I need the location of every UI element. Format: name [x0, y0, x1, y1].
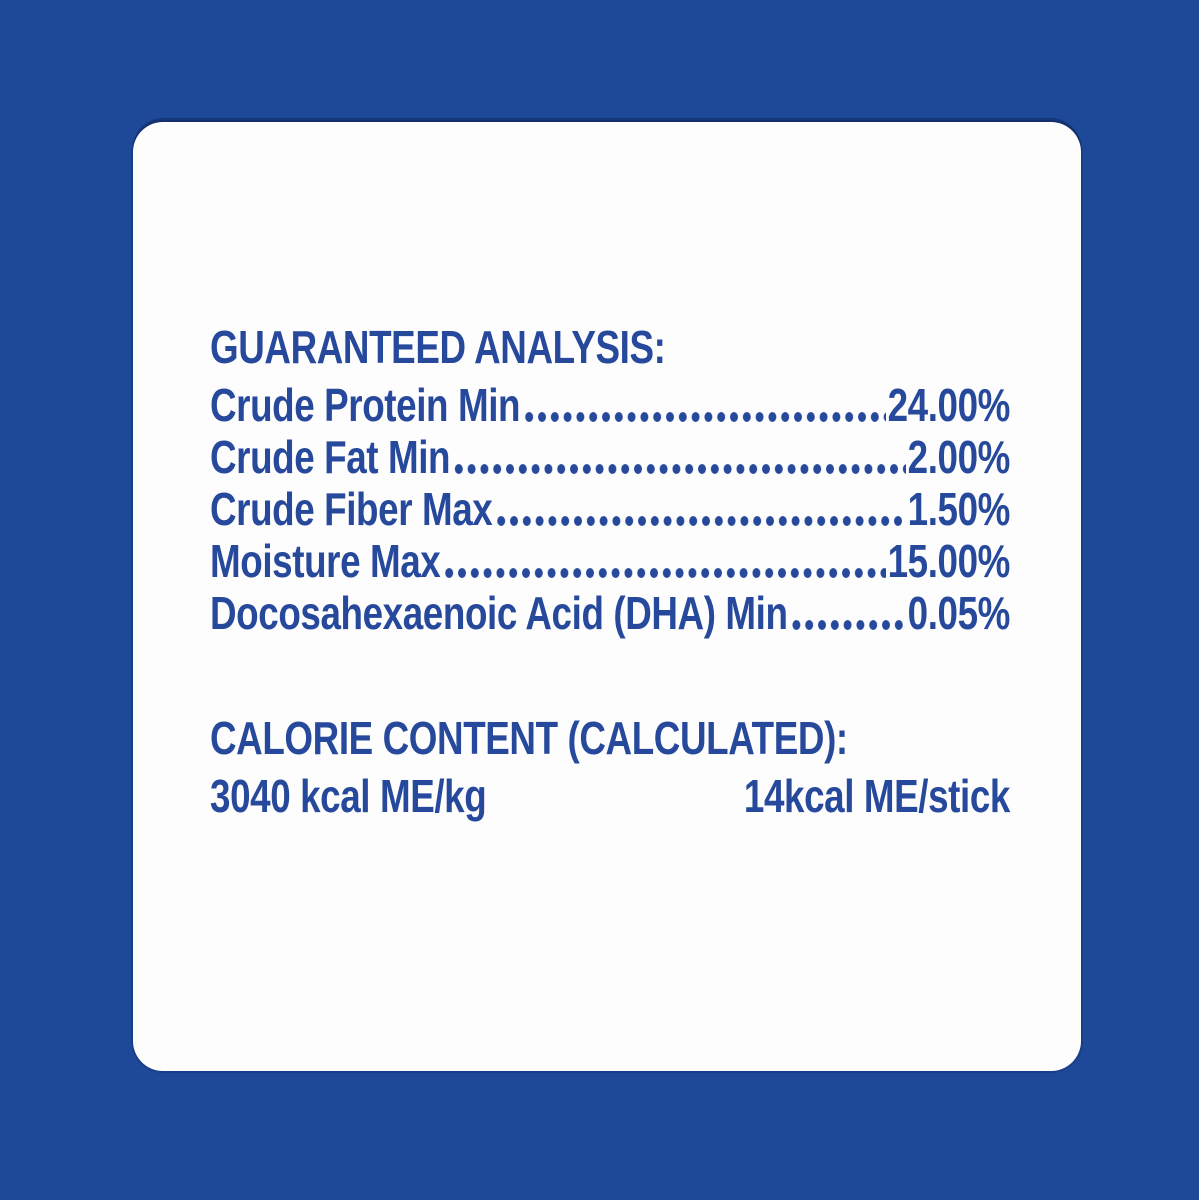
- dot-leader: [452, 463, 907, 475]
- row-dha: Docosahexaenoic Acid (DHA) Min 0.05%: [210, 587, 1010, 639]
- row-label: Docosahexaenoic Acid (DHA) Min: [210, 587, 788, 639]
- row-label: Moisture Max: [210, 535, 441, 587]
- guaranteed-analysis-heading: GUARANTEED ANALYSIS:: [210, 321, 666, 373]
- dot-leader: [442, 567, 886, 579]
- row-value: 15.00%: [887, 535, 1011, 587]
- row-moisture: Moisture Max 15.00%: [210, 535, 1010, 587]
- nutrition-text-block: GUARANTEED ANALYSIS: Crude Protein Min 2…: [210, 321, 1010, 822]
- row-crude-fiber: Crude Fiber Max 1.50%: [210, 483, 1010, 535]
- row-value: 2.00%: [907, 431, 1011, 483]
- calorie-per-stick: 14kcal ME/stick: [743, 770, 1010, 822]
- dot-leader: [522, 411, 886, 423]
- row-label: Crude Fat Min: [210, 431, 451, 483]
- label-card: GUARANTEED ANALYSIS: Crude Protein Min 2…: [133, 122, 1081, 1071]
- calorie-content-section: CALORIE CONTENT (CALCULATED): 3040 kcal …: [210, 712, 1010, 822]
- calorie-content-heading: CALORIE CONTENT (CALCULATED):: [210, 712, 848, 764]
- row-value: 0.05%: [907, 587, 1011, 639]
- row-crude-fat: Crude Fat Min 2.00%: [210, 431, 1010, 483]
- row-crude-protein: Crude Protein Min 24.00%: [210, 379, 1010, 431]
- row-label: Crude Fiber Max: [210, 483, 493, 535]
- calorie-per-kg: 3040 kcal ME/kg: [210, 770, 487, 822]
- row-value: 1.50%: [907, 483, 1011, 535]
- dot-leader: [494, 515, 907, 527]
- row-value: 24.00%: [887, 379, 1011, 431]
- row-label: Crude Protein Min: [210, 379, 521, 431]
- dot-leader: [789, 619, 907, 631]
- calorie-values-row: 3040 kcal ME/kg 14kcal ME/stick: [210, 770, 1010, 822]
